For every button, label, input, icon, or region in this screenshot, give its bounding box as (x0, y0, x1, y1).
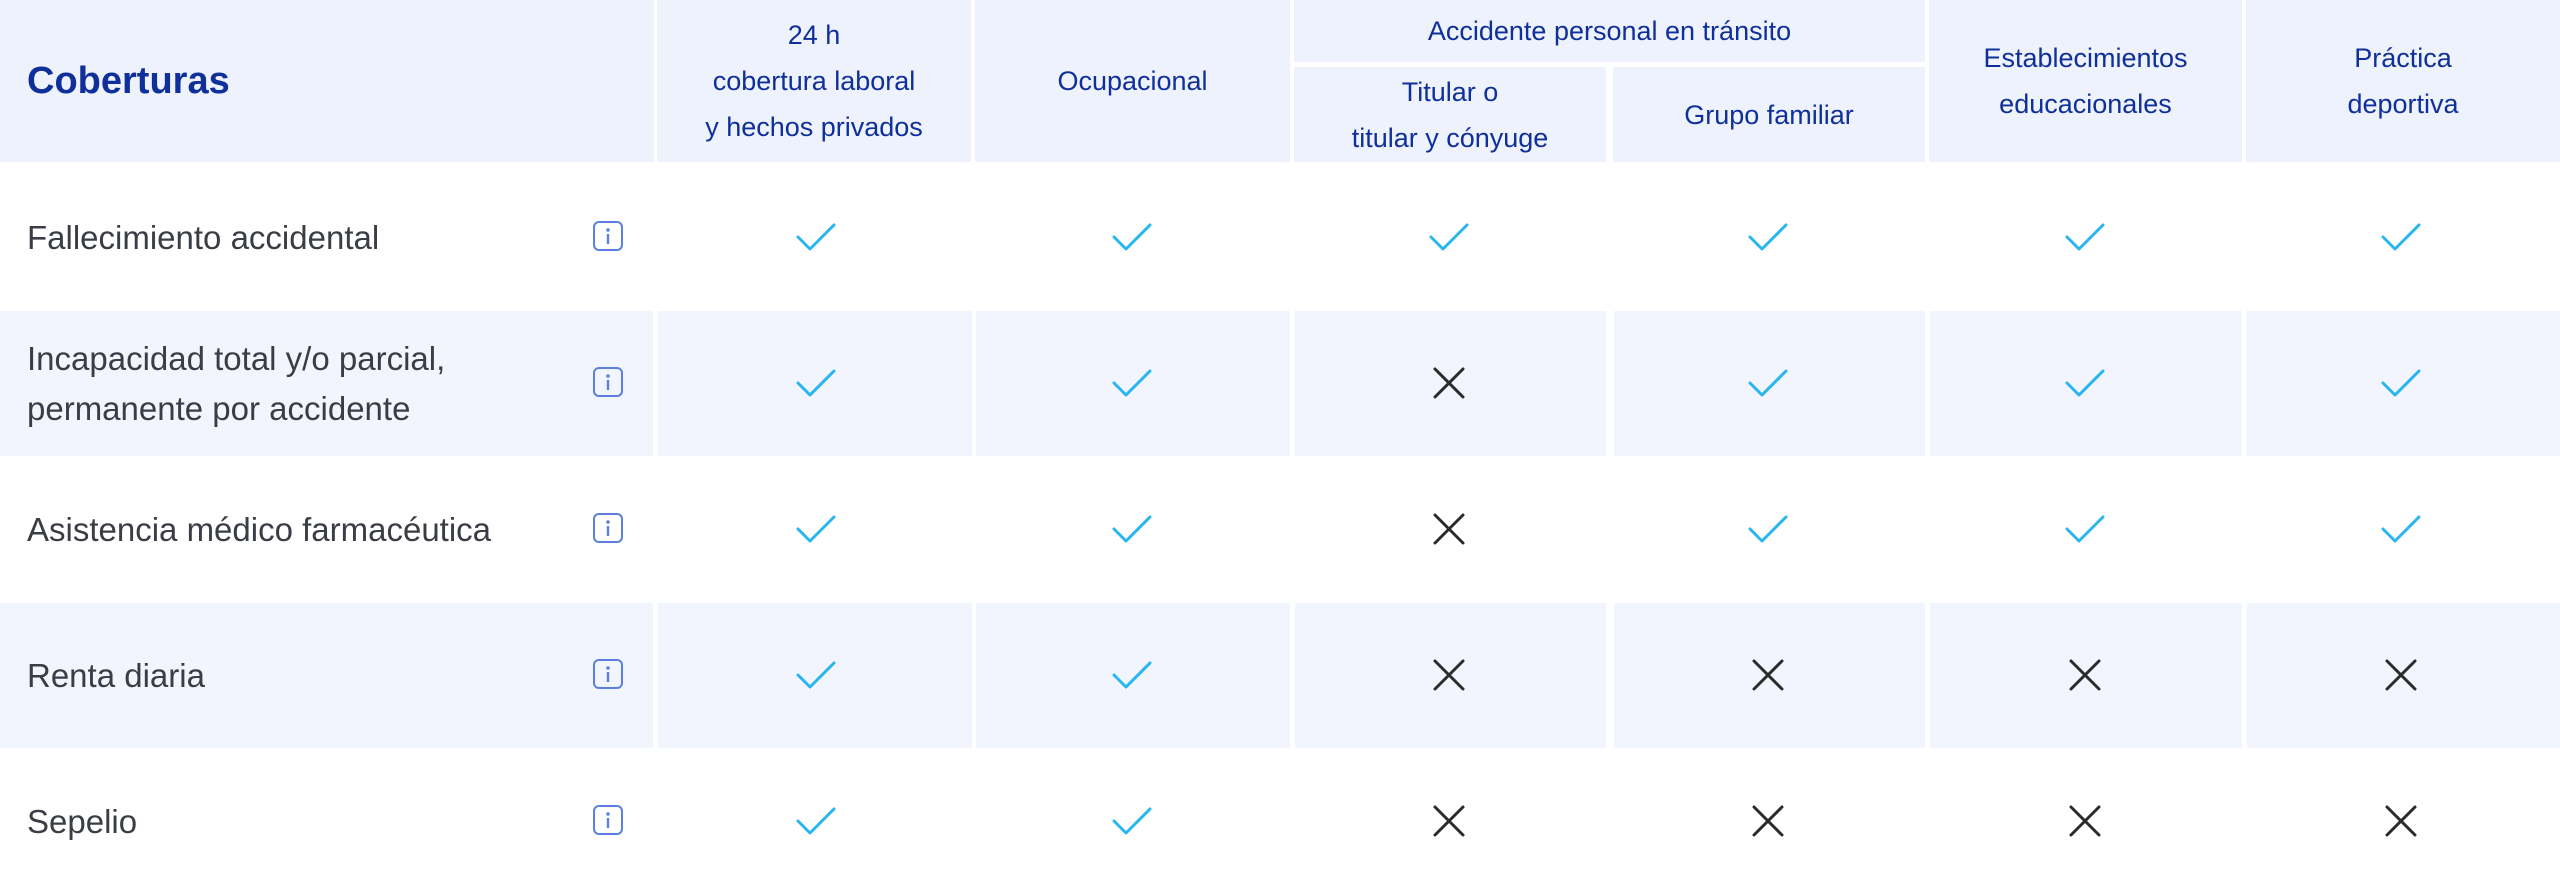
table-row: Renta diaria (0, 603, 2560, 748)
header-col-24h-line2: cobertura laboral (712, 66, 916, 96)
cross-icon (1746, 653, 1790, 697)
header-col-titular-line2: titular y cónyuge (1351, 122, 1549, 153)
info-icon[interactable] (592, 220, 624, 252)
coverage-label: Sepelio (27, 802, 138, 840)
header-group-transito: Accidente personal en tránsito (1294, 0, 1925, 62)
cross-icon (1427, 653, 1471, 697)
info-icon[interactable] (592, 804, 624, 836)
check-icon (794, 507, 838, 551)
header-col-grupo: Grupo familiar (1613, 67, 1925, 162)
check-icon (794, 361, 838, 405)
cross-icon (1746, 799, 1790, 843)
check-icon (1110, 507, 1154, 551)
check-icon (794, 653, 838, 697)
header-title-cell: Coberturas (0, 0, 654, 162)
check-icon (2063, 215, 2107, 259)
check-icon (2379, 215, 2423, 259)
header-col-24h-line1: 24 h (787, 20, 841, 50)
table-row: Asistencia médico farmacéutica (0, 457, 2560, 602)
check-icon (1746, 361, 1790, 405)
check-icon (2379, 507, 2423, 551)
header-col-titular-line1: Titular o (1401, 76, 1499, 107)
check-icon (1110, 799, 1154, 843)
cross-icon (1427, 799, 1471, 843)
coverage-label: Asistencia médico farmacéutica (27, 510, 492, 548)
header-col-titular: Titular o titular y cónyuge (1294, 67, 1606, 162)
cross-icon (2063, 653, 2107, 697)
header-col-24h: 24 h cobertura laboral y hechos privados (657, 0, 971, 162)
check-icon (1427, 215, 1471, 259)
cross-icon (2379, 799, 2423, 843)
check-icon (2063, 361, 2107, 405)
row-background (0, 311, 653, 456)
header-col-practica-line2: deportiva (2347, 89, 2459, 119)
row-background (1614, 311, 1925, 456)
table-row: Sepelio (0, 749, 2560, 894)
header-col-establecimientos-line1: Establecimientos (1983, 43, 2188, 73)
cross-icon (2379, 653, 2423, 697)
header-col-establecimientos-line2: educacionales (1999, 89, 2172, 119)
cross-icon (2063, 799, 2107, 843)
coverage-label: Fallecimiento accidental (27, 218, 380, 256)
header-col-practica-line1: Práctica (2354, 43, 2452, 73)
check-icon (794, 215, 838, 259)
check-icon (1110, 215, 1154, 259)
header-col-ocupacional: Ocupacional (975, 0, 1290, 162)
header-col-ocupacional-label: Ocupacional (1057, 66, 1208, 96)
check-icon (1746, 215, 1790, 259)
check-icon (1746, 507, 1790, 551)
row-background (976, 603, 1290, 748)
header-col-grupo-label: Grupo familiar (1684, 99, 1854, 130)
table-row: Fallecimiento accidental (0, 165, 2560, 310)
info-icon[interactable] (592, 366, 624, 398)
check-icon (2063, 507, 2107, 551)
row-background (976, 311, 1290, 456)
check-icon (794, 799, 838, 843)
cross-icon (1427, 507, 1471, 551)
check-icon (1110, 361, 1154, 405)
row-background (1930, 311, 2242, 456)
coverage-label: Incapacidad total y/o parcial, permanent… (27, 339, 446, 427)
check-icon (1110, 653, 1154, 697)
header-col-practica: Práctica deportiva (2246, 0, 2560, 162)
row-background (658, 603, 972, 748)
header-group-transito-label: Accidente personal en tránsito (1427, 16, 1792, 46)
row-background (2247, 311, 2560, 456)
header-col-establecimientos: Establecimientos educacionales (1929, 0, 2242, 162)
info-icon[interactable] (592, 512, 624, 544)
page-title: Coberturas (27, 60, 230, 102)
check-icon (2379, 361, 2423, 405)
coverage-label: Renta diaria (27, 656, 205, 694)
cross-icon (1427, 361, 1471, 405)
table-row: Incapacidad total y/o parcial, permanent… (0, 311, 2560, 456)
info-icon[interactable] (592, 658, 624, 690)
row-background (0, 603, 653, 748)
row-background (658, 311, 972, 456)
header-col-24h-line3: y hechos privados (705, 112, 923, 142)
